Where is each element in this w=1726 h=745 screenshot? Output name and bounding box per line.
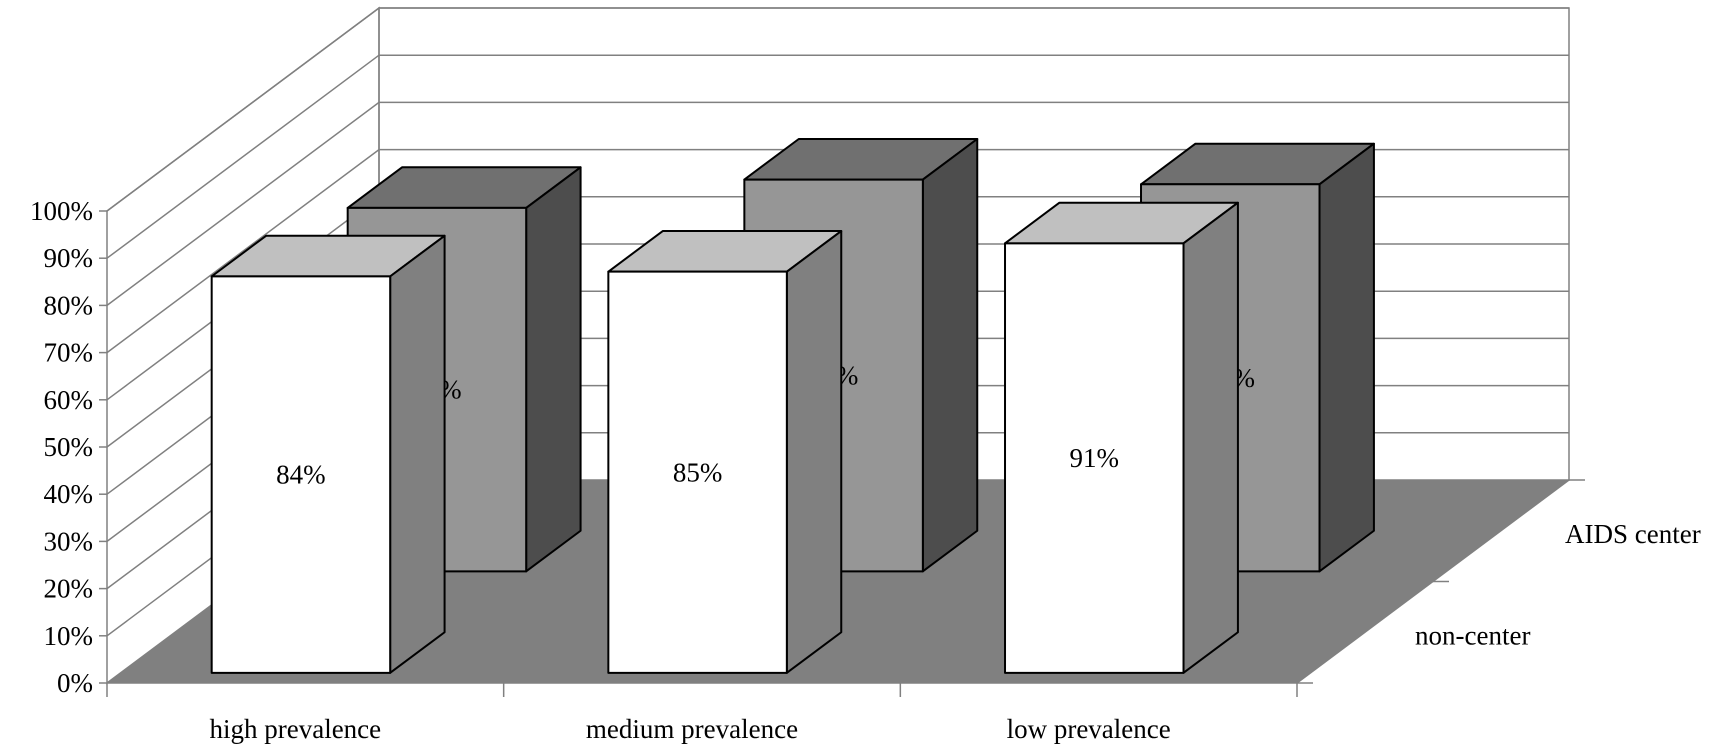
y-tick-label: 0% xyxy=(57,668,93,698)
data-label: 84% xyxy=(276,460,326,490)
y-tick-label: 30% xyxy=(44,526,94,556)
bar-front xyxy=(210,275,392,674)
bar: 85% xyxy=(607,230,843,674)
x-tick-label: medium prevalence xyxy=(586,714,798,744)
bar: 84% xyxy=(210,234,446,674)
y-tick-label: 10% xyxy=(44,621,94,651)
series-label: non-center xyxy=(1415,620,1530,650)
bar-front xyxy=(607,270,788,674)
y-tick-label: 80% xyxy=(44,290,94,320)
bars: 77%83%82%84%85%91% xyxy=(210,137,1375,674)
bar-side xyxy=(1318,142,1375,573)
y-tick-label: 40% xyxy=(44,479,94,509)
data-label: 85% xyxy=(673,457,723,487)
bar-side xyxy=(785,230,843,674)
gridline xyxy=(106,101,1569,307)
bar-side xyxy=(1182,201,1239,674)
y-tick-label: 20% xyxy=(44,574,94,604)
series-depth-labels: non-center AIDS center xyxy=(1415,519,1701,651)
x-tick-label: high prevalence xyxy=(209,714,381,744)
bar: 91% xyxy=(1004,201,1239,674)
y-tick-label: 70% xyxy=(44,338,94,368)
bar-side xyxy=(389,234,446,674)
series-label: AIDS center xyxy=(1565,519,1701,549)
bar-front xyxy=(1004,242,1185,674)
x-tick-label: low prevalence xyxy=(1007,714,1171,744)
gridline xyxy=(106,148,1569,354)
bar-side xyxy=(525,166,582,573)
y-tick-label: 50% xyxy=(44,432,94,462)
y-tick-label: 100% xyxy=(30,196,93,226)
y-tick-label: 60% xyxy=(44,385,94,415)
data-label: 91% xyxy=(1070,443,1120,473)
y-tick-label: 90% xyxy=(44,243,94,273)
gridline xyxy=(106,7,1569,212)
bar-side xyxy=(921,137,979,573)
x-axis-tick-labels: high prevalence medium prevalence low prev… xyxy=(209,714,1170,744)
y-axis-tick-labels: 0% 10% 20% 30% 40% 50% 60% 70% 80% 90% 100% xyxy=(30,196,93,698)
gridline xyxy=(106,54,1569,259)
